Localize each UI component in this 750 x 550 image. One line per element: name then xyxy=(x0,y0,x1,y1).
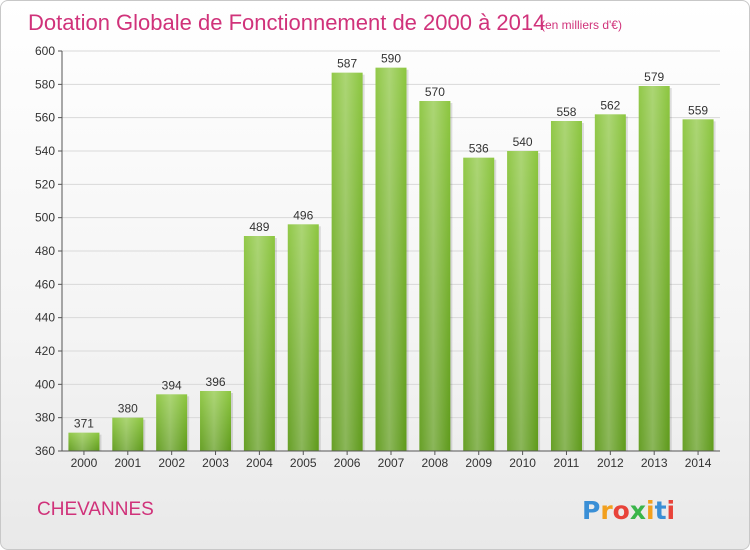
bar-2009 xyxy=(463,157,497,451)
logo-letter: o xyxy=(613,496,630,525)
bar-2004 xyxy=(243,236,277,451)
bar-2002 xyxy=(156,394,190,451)
bar-highlight xyxy=(594,114,626,451)
logo-letter: i xyxy=(646,496,655,525)
x-tick-label: 2008 xyxy=(422,456,449,470)
y-tick-label: 420 xyxy=(35,344,55,358)
commune-name: CHEVANNES xyxy=(37,499,154,520)
data-label: 558 xyxy=(556,105,576,119)
x-tick-label: 2011 xyxy=(554,456,580,470)
y-tick-label: 400 xyxy=(35,377,55,391)
bar-highlight xyxy=(419,101,451,451)
bar-2012 xyxy=(594,114,628,451)
data-label: 562 xyxy=(600,98,620,112)
bar-highlight xyxy=(287,224,319,451)
y-tick-label: 540 xyxy=(35,144,55,158)
bar-highlight xyxy=(156,394,188,451)
bar-highlight xyxy=(550,121,582,451)
bar-2003 xyxy=(200,391,234,451)
bar-highlight xyxy=(331,72,363,452)
data-label: 587 xyxy=(337,57,357,71)
data-label: 540 xyxy=(513,135,533,149)
x-tick-label: 2005 xyxy=(290,456,317,470)
y-tick-label: 500 xyxy=(35,211,55,225)
y-tick-label: 460 xyxy=(35,277,55,291)
data-label: 371 xyxy=(74,417,94,431)
bar-2013 xyxy=(638,86,672,451)
y-tick-label: 440 xyxy=(35,311,55,325)
x-tick-label: 2000 xyxy=(71,456,98,470)
logo-letter: r xyxy=(600,496,613,525)
data-label: 489 xyxy=(249,220,269,234)
y-axis: 360 380 400 420 440 460 480 500 520 540 560 580 600 xyxy=(35,44,720,458)
y-tick-label: 380 xyxy=(35,411,55,425)
bar-2005 xyxy=(287,224,321,451)
logo-letter: P xyxy=(582,496,600,525)
bar-highlight xyxy=(68,432,100,451)
y-tick-label: 480 xyxy=(35,244,55,258)
bar-2007 xyxy=(375,67,409,452)
data-label: 590 xyxy=(381,52,401,66)
logo-letter: x xyxy=(630,496,646,525)
data-label: 394 xyxy=(162,378,182,392)
chart-subtitle: (en milliers d'€) xyxy=(541,18,622,32)
bar-2008 xyxy=(419,101,453,451)
bar-2001 xyxy=(112,417,146,451)
bar-highlight xyxy=(243,236,275,451)
x-tick-label: 2014 xyxy=(685,456,712,470)
data-label: 559 xyxy=(688,103,708,117)
data-label: 570 xyxy=(425,85,445,99)
bar-highlight xyxy=(682,119,714,451)
data-label: 396 xyxy=(206,375,226,389)
chart-title: Dotation Globale de Fonctionnement de 20… xyxy=(28,10,545,35)
x-tick-label: 2002 xyxy=(158,456,185,470)
bar-highlight xyxy=(112,417,144,451)
x-tick-label: 2013 xyxy=(641,456,668,470)
x-tick-label: 2012 xyxy=(597,456,624,470)
y-tick-label: 560 xyxy=(35,111,55,125)
data-label: 380 xyxy=(118,402,138,416)
x-tick-label: 2006 xyxy=(334,456,361,470)
data-labels: 371 380 394 396 489 496 587 590 570 536 540 558 562 5… xyxy=(74,52,708,431)
bar-2010 xyxy=(507,151,541,451)
bar-highlight xyxy=(638,86,670,451)
logo-letter: i xyxy=(667,496,676,525)
y-tick-label: 360 xyxy=(35,444,55,458)
y-tick-label: 580 xyxy=(35,77,55,91)
y-tick-label: 600 xyxy=(35,44,55,58)
bar-2014 xyxy=(682,119,716,451)
bar-highlight xyxy=(375,67,407,452)
bar-2000 xyxy=(68,432,102,451)
logo-letter: t xyxy=(655,496,667,525)
data-label: 496 xyxy=(293,208,313,222)
bar-2011 xyxy=(550,121,584,451)
x-axis: 2000 2001 2002 2003 2004 2005 2006 2007 2008 2009… xyxy=(71,451,712,470)
bar-2006 xyxy=(331,72,365,452)
x-tick-label: 2004 xyxy=(246,456,273,470)
data-label: 536 xyxy=(469,142,489,156)
bar-highlight xyxy=(200,391,232,451)
x-tick-label: 2001 xyxy=(114,456,141,470)
bar-highlight xyxy=(507,151,539,451)
bar-highlight xyxy=(463,157,495,451)
x-tick-label: 2003 xyxy=(202,456,229,470)
x-tick-label: 2007 xyxy=(378,456,405,470)
x-tick-label: 2010 xyxy=(509,456,536,470)
x-tick-label: 2009 xyxy=(465,456,492,470)
y-tick-label: 520 xyxy=(35,177,55,191)
data-label: 579 xyxy=(644,70,664,84)
proxiti-logo: Proxiti xyxy=(582,496,675,525)
bars xyxy=(68,67,716,452)
